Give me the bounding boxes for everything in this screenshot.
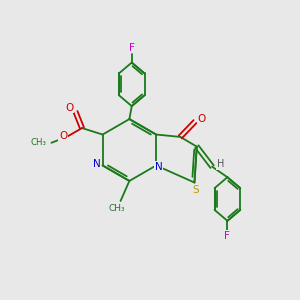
Text: S: S <box>193 185 199 195</box>
Text: CH₃: CH₃ <box>109 203 125 212</box>
Text: CH₃: CH₃ <box>30 138 46 147</box>
Text: O: O <box>197 114 206 124</box>
Text: N: N <box>93 159 100 169</box>
Text: O: O <box>59 131 67 141</box>
Text: N: N <box>154 162 162 172</box>
Text: F: F <box>224 230 230 241</box>
Text: O: O <box>65 103 74 113</box>
Text: F: F <box>129 43 135 53</box>
Text: H: H <box>217 159 224 169</box>
